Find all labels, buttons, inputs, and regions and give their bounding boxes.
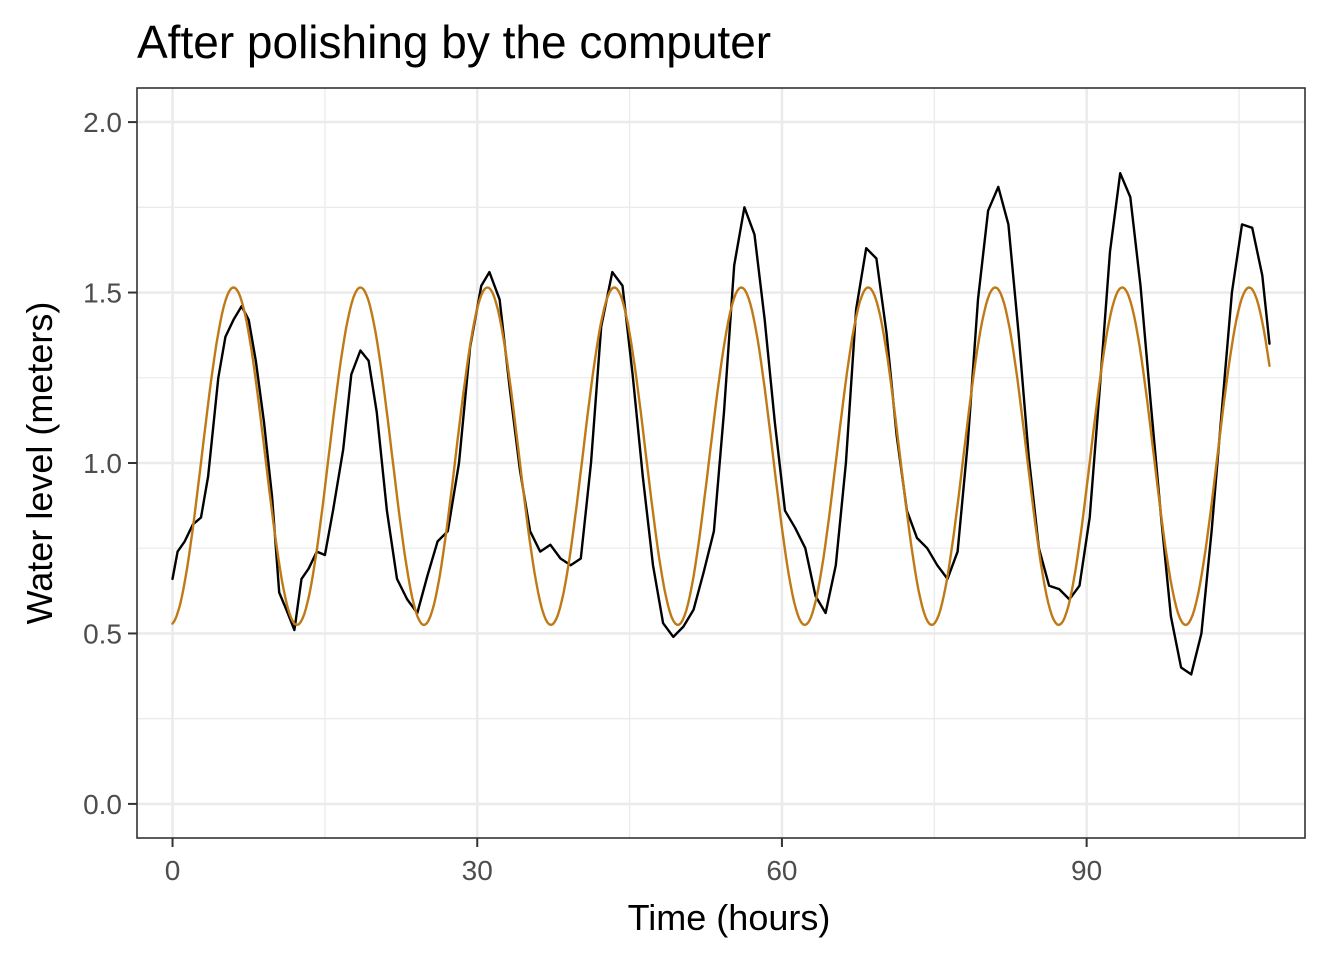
series-lines: [171, 172, 1271, 676]
grid-lines: [137, 88, 1305, 838]
observed-water-level-line: [171, 172, 1271, 676]
y-axis: 0.0 0.5 1.0 1.5 2.0: [83, 107, 137, 820]
y-tick-label: 1.0: [83, 448, 122, 479]
x-tick-label: 60: [766, 855, 797, 886]
x-tick-label: 90: [1071, 855, 1102, 886]
x-tick-label: 0: [165, 855, 181, 886]
fitted-sinusoid-line: [171, 286, 1271, 627]
x-axis-title: Time (hours): [628, 897, 831, 938]
x-axis: 0 30 60 90: [165, 838, 1102, 886]
x-tick-label: 30: [462, 855, 493, 886]
y-tick-label: 0.5: [83, 618, 122, 649]
y-axis-title: Water level (meters): [19, 302, 60, 625]
chart-title: After polishing by the computer: [137, 16, 771, 68]
y-tick-label: 2.0: [83, 107, 122, 138]
y-tick-label: 0.0: [83, 789, 122, 820]
y-tick-label: 1.5: [83, 278, 122, 309]
